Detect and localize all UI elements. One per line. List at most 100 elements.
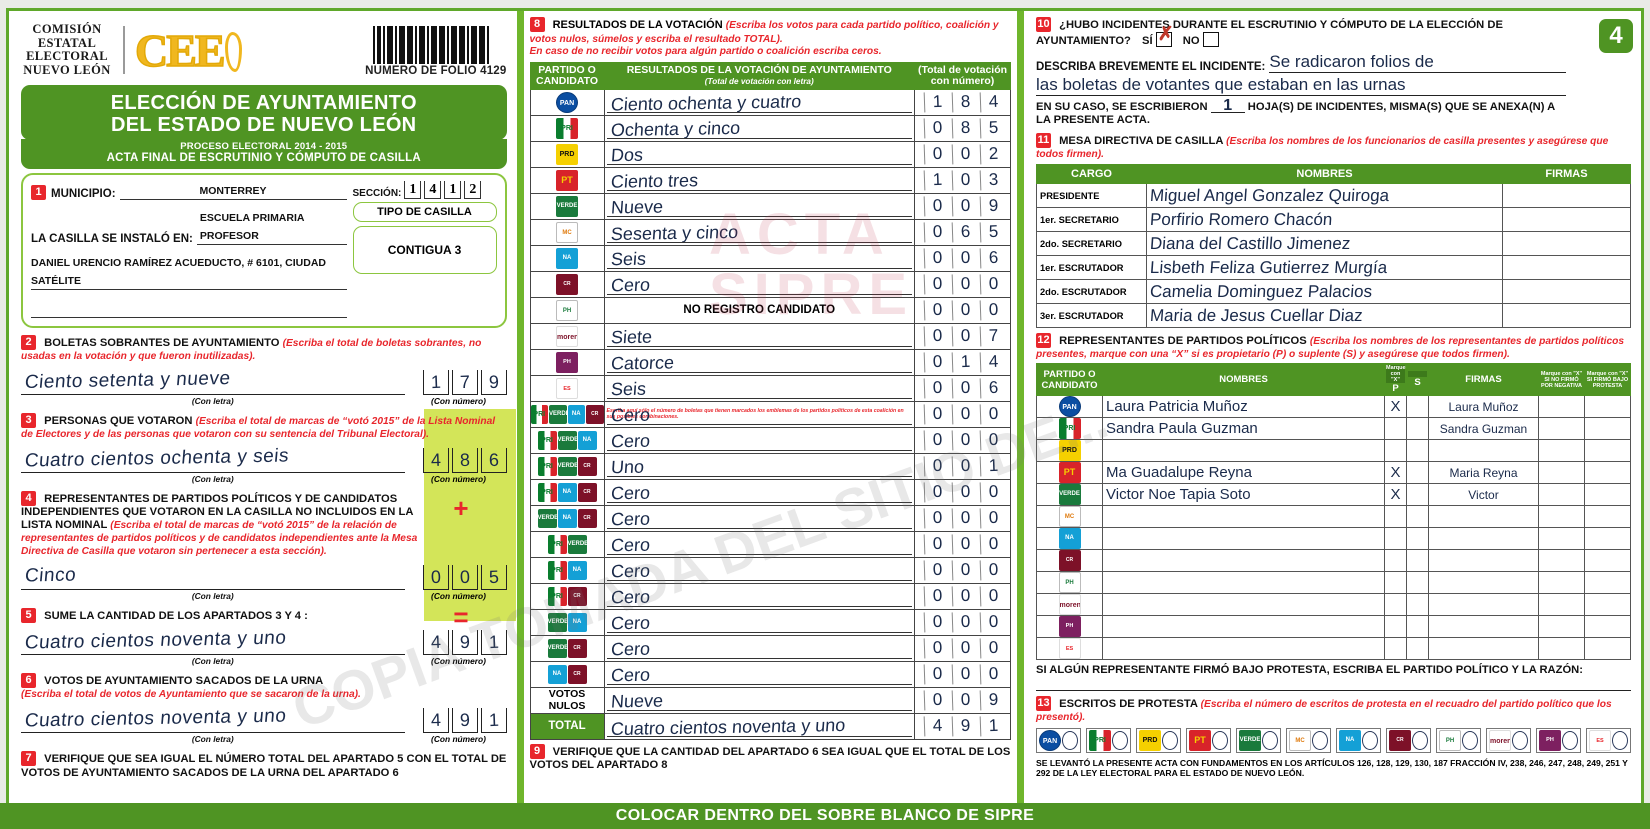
votes-letra-cell[interactable]: Cero <box>603 582 915 610</box>
firma-cell[interactable] <box>1428 439 1539 462</box>
suplente-cell[interactable] <box>1406 461 1429 484</box>
section-2-letra[interactable]: Ciento setenta y nueve <box>23 368 232 393</box>
seccion-digit-4[interactable]: 2 <box>464 181 482 199</box>
firma-cell[interactable]: Maria Reyna <box>1428 461 1539 484</box>
nombre-cell[interactable]: Lisbeth Feliza Gutierrez Murgía <box>1146 255 1503 280</box>
protesta-cell[interactable] <box>1584 549 1631 572</box>
negativa-cell[interactable] <box>1538 439 1585 462</box>
protest-box-pan[interactable]: PAN <box>1036 728 1081 753</box>
propietario-cell[interactable] <box>1384 439 1407 462</box>
incident-line-2[interactable]: las boletas de votantes que estaban en l… <box>1036 75 1406 94</box>
votes-letra-cell[interactable]: Cero <box>603 426 915 454</box>
votes-letra-cell[interactable]: Dos <box>603 140 915 168</box>
propietario-cell[interactable]: X <box>1384 483 1407 506</box>
section-3-digit-2[interactable]: 8 <box>459 449 470 471</box>
propietario-cell[interactable] <box>1384 615 1407 638</box>
negativa-cell[interactable] <box>1538 571 1585 594</box>
negativa-cell[interactable] <box>1538 505 1585 528</box>
votes-letra-cell[interactable]: Cero <box>603 478 915 506</box>
suplente-cell[interactable] <box>1406 571 1429 594</box>
propietario-cell[interactable] <box>1384 527 1407 550</box>
suplente-cell[interactable] <box>1406 483 1429 506</box>
seccion-digit-2[interactable]: 4 <box>424 181 442 199</box>
nombre-cell[interactable]: Maria de Jesus Cuellar Diaz <box>1146 303 1503 328</box>
votes-letra-cell[interactable]: Ciento tres <box>603 166 915 194</box>
votes-letra-cell[interactable]: Siete <box>603 322 915 350</box>
votes-letra-cell[interactable]: Nueve <box>603 192 915 220</box>
section-4-digit-1[interactable]: 0 <box>430 566 441 588</box>
firma-cell[interactable]: Sandra Guzman <box>1428 417 1539 440</box>
votes-letra-cell[interactable]: Cero <box>603 634 915 662</box>
suplente-cell[interactable] <box>1406 439 1429 462</box>
firma-cell[interactable] <box>1502 231 1631 256</box>
nombre-cell[interactable] <box>1102 505 1385 528</box>
votes-letra-cell[interactable]: Cero <box>603 608 915 636</box>
section-6-digit-2[interactable]: 9 <box>459 709 470 731</box>
section-6-digit-1[interactable]: 4 <box>430 709 441 731</box>
propietario-cell[interactable] <box>1384 549 1407 572</box>
section-2-digit-3[interactable]: 9 <box>488 371 499 393</box>
votes-letra-cell[interactable]: Cero <box>603 660 915 688</box>
protest-box-verde[interactable]: VERDE <box>1236 728 1281 753</box>
protesta-cell[interactable] <box>1584 571 1631 594</box>
protesta-cell[interactable] <box>1584 461 1631 484</box>
suplente-cell[interactable] <box>1406 615 1429 638</box>
propietario-cell[interactable] <box>1384 637 1407 660</box>
protest-box-pt[interactable]: PT <box>1186 728 1231 753</box>
votes-letra-cell[interactable]: Escriba aquí sólo el número de boletas q… <box>603 400 915 428</box>
votes-letra-cell[interactable]: Cero <box>603 530 915 558</box>
firma-cell[interactable] <box>1502 255 1631 280</box>
protesta-cell[interactable] <box>1584 483 1631 506</box>
firma-cell[interactable] <box>1428 615 1539 638</box>
nombre-cell[interactable]: Sandra Paula Guzman <box>1102 417 1385 440</box>
negativa-cell[interactable] <box>1538 461 1585 484</box>
firma-cell[interactable] <box>1428 549 1539 572</box>
votes-letra-cell[interactable]: Cero <box>603 556 915 584</box>
nombre-cell[interactable] <box>1102 637 1385 660</box>
section-5-letra[interactable]: Cuatro cientos noventa y uno <box>23 627 288 654</box>
votes-letra-cell[interactable]: Cero <box>603 270 915 298</box>
section-2-digit-1[interactable]: 1 <box>430 371 441 393</box>
propietario-cell[interactable] <box>1384 593 1407 616</box>
negativa-cell[interactable] <box>1538 527 1585 550</box>
nombre-cell[interactable]: Porfirio Romero Chacón <box>1146 207 1503 232</box>
instalo-value-1[interactable]: ESCUELA PRIMARIA PROFESOR <box>199 212 305 242</box>
firma-cell[interactable] <box>1502 303 1631 328</box>
nombre-cell[interactable] <box>1102 571 1385 594</box>
firma-cell[interactable] <box>1428 637 1539 660</box>
section-3-digit-3[interactable]: 6 <box>488 449 499 471</box>
negativa-cell[interactable] <box>1538 483 1585 506</box>
nombre-cell[interactable]: Victor Noe Tapia Soto <box>1102 483 1385 506</box>
protest-box-humanista[interactable]: PH <box>1536 728 1581 753</box>
negativa-cell[interactable] <box>1538 417 1585 440</box>
checkbox-no[interactable] <box>1202 32 1219 47</box>
nombre-cell[interactable]: Miguel Angel Gonzalez Quiroga <box>1146 183 1503 208</box>
protest-box-pri[interactable]: PRI <box>1086 728 1131 753</box>
protest-box-ph-nl[interactable]: PH <box>1436 728 1481 753</box>
firma-cell[interactable] <box>1428 527 1539 550</box>
section-4-digit-3[interactable]: 5 <box>488 566 499 588</box>
incident-line-1[interactable]: Se radicaron folios de <box>1269 52 1434 71</box>
negativa-cell[interactable] <box>1538 593 1585 616</box>
firma-cell[interactable] <box>1502 279 1631 304</box>
section-5-digit-2[interactable]: 9 <box>459 631 470 653</box>
propietario-cell[interactable]: X <box>1384 461 1407 484</box>
section-4-letra[interactable]: Cinco <box>24 564 78 587</box>
suplente-cell[interactable] <box>1406 395 1429 418</box>
nombre-cell[interactable]: Laura Patricia Muñoz <box>1102 395 1385 418</box>
section-3-digit-1[interactable]: 4 <box>430 449 441 471</box>
nombre-cell[interactable]: Diana del Castillo Jimenez <box>1146 231 1503 256</box>
